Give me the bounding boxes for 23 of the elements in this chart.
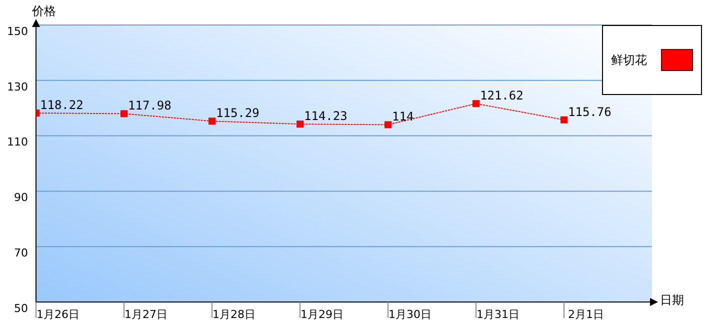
x-tick-label: 1月31日 — [476, 308, 520, 321]
data-label: 114.23 — [304, 109, 348, 124]
y-axis-title: 价格 — [32, 3, 56, 20]
data-label: 115.29 — [216, 106, 260, 120]
data-label: 118.22 — [40, 98, 84, 112]
x-axis-title: 日期 — [660, 292, 684, 309]
data-label: 115.76 — [568, 104, 612, 119]
x-tick-label: 1月26日 — [36, 308, 80, 321]
y-tick-label: 110 — [7, 136, 28, 149]
y-tick-label: 130 — [7, 80, 28, 94]
x-tick-label: 1月29日 — [300, 308, 344, 321]
y-tick-label: 150 — [7, 24, 28, 38]
x-tick-label: 1月30日 — [388, 308, 432, 321]
data-label: 117.98 — [128, 98, 172, 113]
data-label: 121.62 — [480, 88, 524, 103]
data-label: 114 — [392, 110, 414, 124]
x-tick-label: 1月28日 — [212, 308, 256, 321]
y-tick-label: 50 — [14, 302, 28, 315]
y-tick-label: 90 — [14, 191, 28, 204]
x-tick-label: 1月27日 — [124, 308, 168, 321]
x-tick-label: 2月1日 — [568, 308, 604, 321]
legend-label: 鲜切花 — [611, 52, 647, 68]
y-tick-label: 70 — [14, 246, 28, 260]
